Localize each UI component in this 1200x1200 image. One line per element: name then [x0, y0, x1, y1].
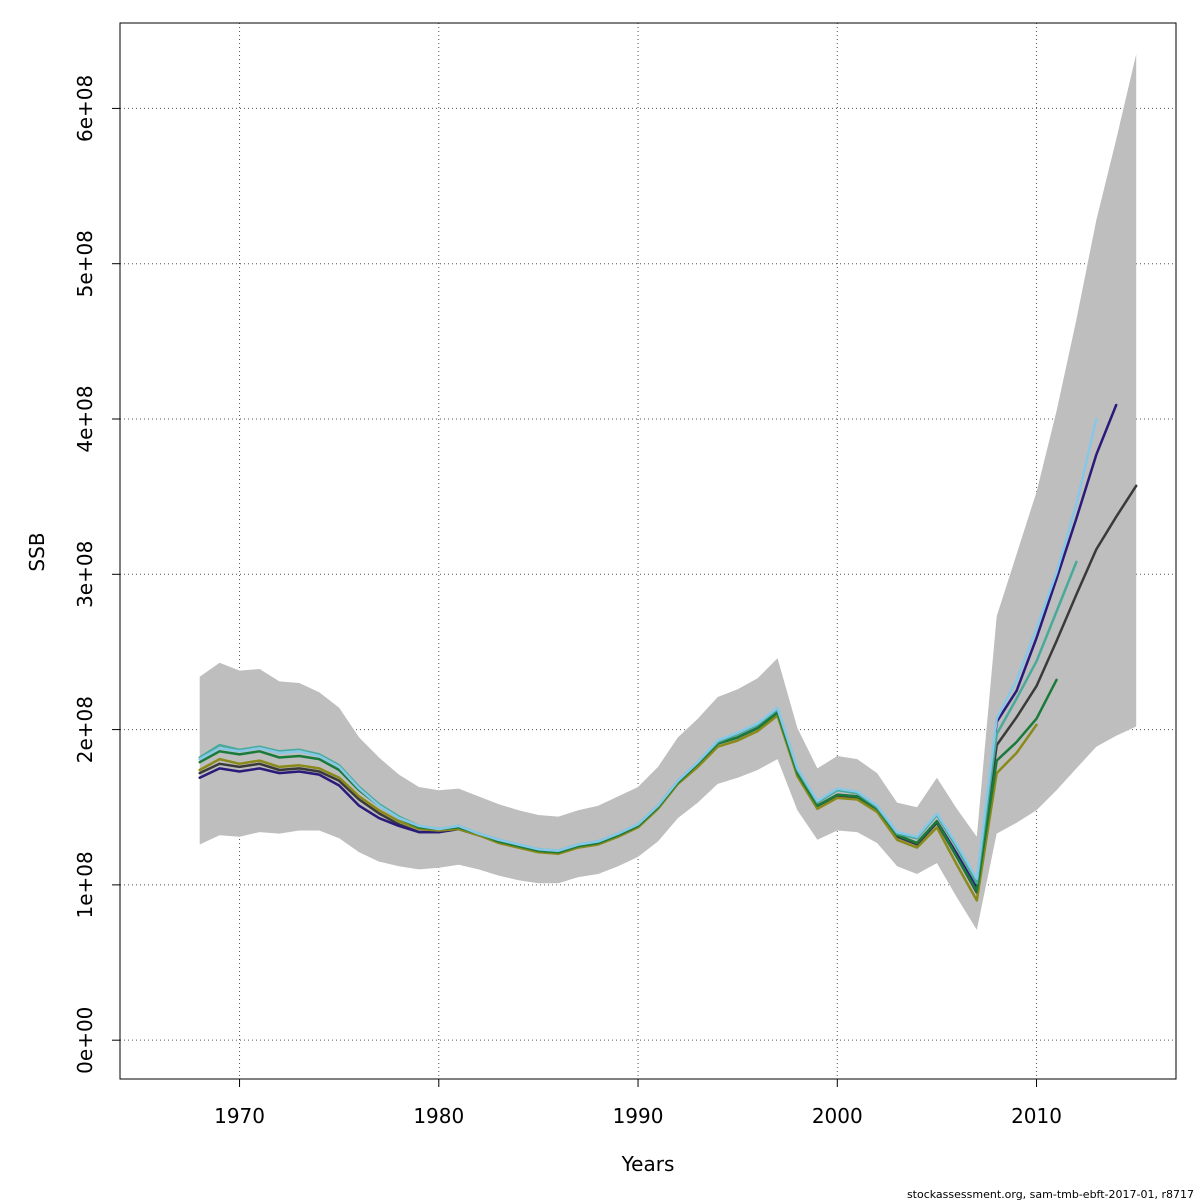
x-tick-label: 1970 — [214, 1104, 265, 1128]
x-tick-label: 2000 — [812, 1104, 863, 1128]
y-tick-label: 3e+08 — [73, 541, 97, 608]
series-lines — [198, 403, 1138, 902]
series-line-6 — [198, 417, 1098, 880]
y-tick-label: 6e+08 — [73, 75, 97, 142]
y-tick-label: 4e+08 — [73, 385, 97, 452]
y-axis: 0e+00 1e+08 2e+08 3e+08 4e+08 5e+08 6e+08 — [73, 75, 120, 1074]
confidence-band — [199, 54, 1137, 930]
y-tick-label: 2e+08 — [73, 696, 97, 763]
y-tick-label: 5e+08 — [73, 230, 97, 297]
x-tick-label: 1980 — [413, 1104, 464, 1128]
x-axis-title: Years — [621, 1152, 675, 1176]
series-line-3 — [198, 714, 1038, 902]
y-tick-label: 0e+00 — [73, 1007, 97, 1074]
y-axis-title: SSB — [25, 532, 49, 571]
footer-note: stockassessment.org, sam-tmb-ebft-2017-0… — [907, 1188, 1194, 1200]
x-tick-label: 2010 — [1011, 1104, 1062, 1128]
series-line-4 — [198, 678, 1058, 893]
x-axis: 1970 1980 1990 2000 2010 — [214, 1079, 1062, 1128]
confidence-band-group — [199, 54, 1137, 930]
y-tick-label: 1e+08 — [73, 851, 97, 918]
plot-frame — [119, 22, 1177, 1080]
x-tick-label: 1990 — [613, 1104, 664, 1128]
